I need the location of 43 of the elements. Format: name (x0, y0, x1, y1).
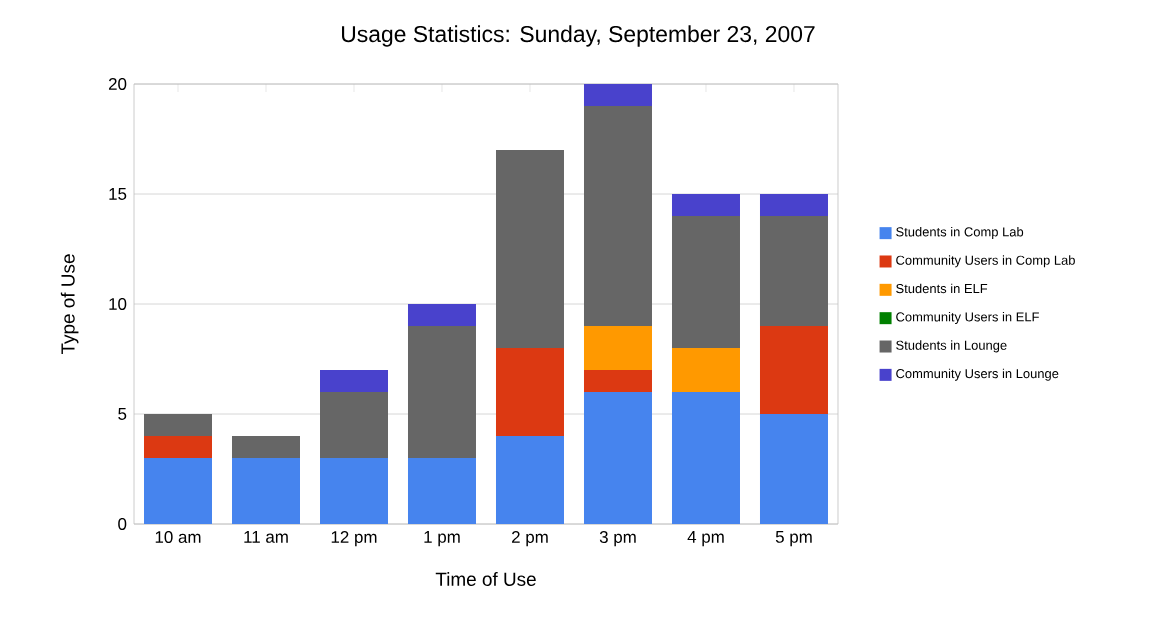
bar (495, 436, 564, 524)
bar (759, 216, 828, 326)
bar (320, 370, 388, 392)
bar (495, 150, 564, 348)
y-tick-label: 10 (109, 298, 127, 310)
bar (144, 458, 212, 524)
bar (495, 348, 564, 436)
bar (407, 304, 476, 326)
bar (583, 370, 652, 392)
bar (759, 326, 828, 414)
bar (583, 84, 652, 106)
bar (144, 436, 212, 458)
bar (671, 216, 740, 348)
y-tick-label: 0 (118, 518, 127, 530)
x-tick-label: 10 am (155, 531, 201, 544)
bar (144, 414, 212, 436)
bar (759, 414, 828, 524)
x-tick-label: 2 pm (512, 531, 548, 547)
bar (671, 392, 740, 524)
bar (407, 326, 476, 458)
chart-title: Usage Statistics: Sunday, September 23, 2007 (342, 25, 815, 47)
bar (232, 436, 300, 458)
x-tick-label: 1 pm (424, 531, 460, 547)
bar (232, 458, 300, 524)
bar (320, 458, 388, 524)
x-tick-label: 12 pm (331, 531, 377, 547)
x-tick-label: 11 am (244, 531, 288, 543)
x-axis-title: Time of Use (435, 572, 536, 586)
bar (320, 392, 388, 458)
bar (759, 194, 828, 216)
bar (407, 458, 476, 524)
x-tick-label: 3 pm (599, 531, 636, 547)
y-tick-label: 15 (109, 188, 127, 200)
x-tick-label: 4 pm (687, 531, 724, 547)
bar (583, 106, 652, 326)
y-axis-title: Type of Use (60, 254, 79, 355)
bar (583, 326, 652, 370)
y-tick-label: 5 (118, 408, 127, 420)
x-tick-label: 5 pm (775, 531, 812, 547)
bar (583, 392, 652, 524)
bar (671, 194, 740, 216)
y-tick-label: 20 (108, 78, 127, 90)
bar (671, 348, 740, 392)
